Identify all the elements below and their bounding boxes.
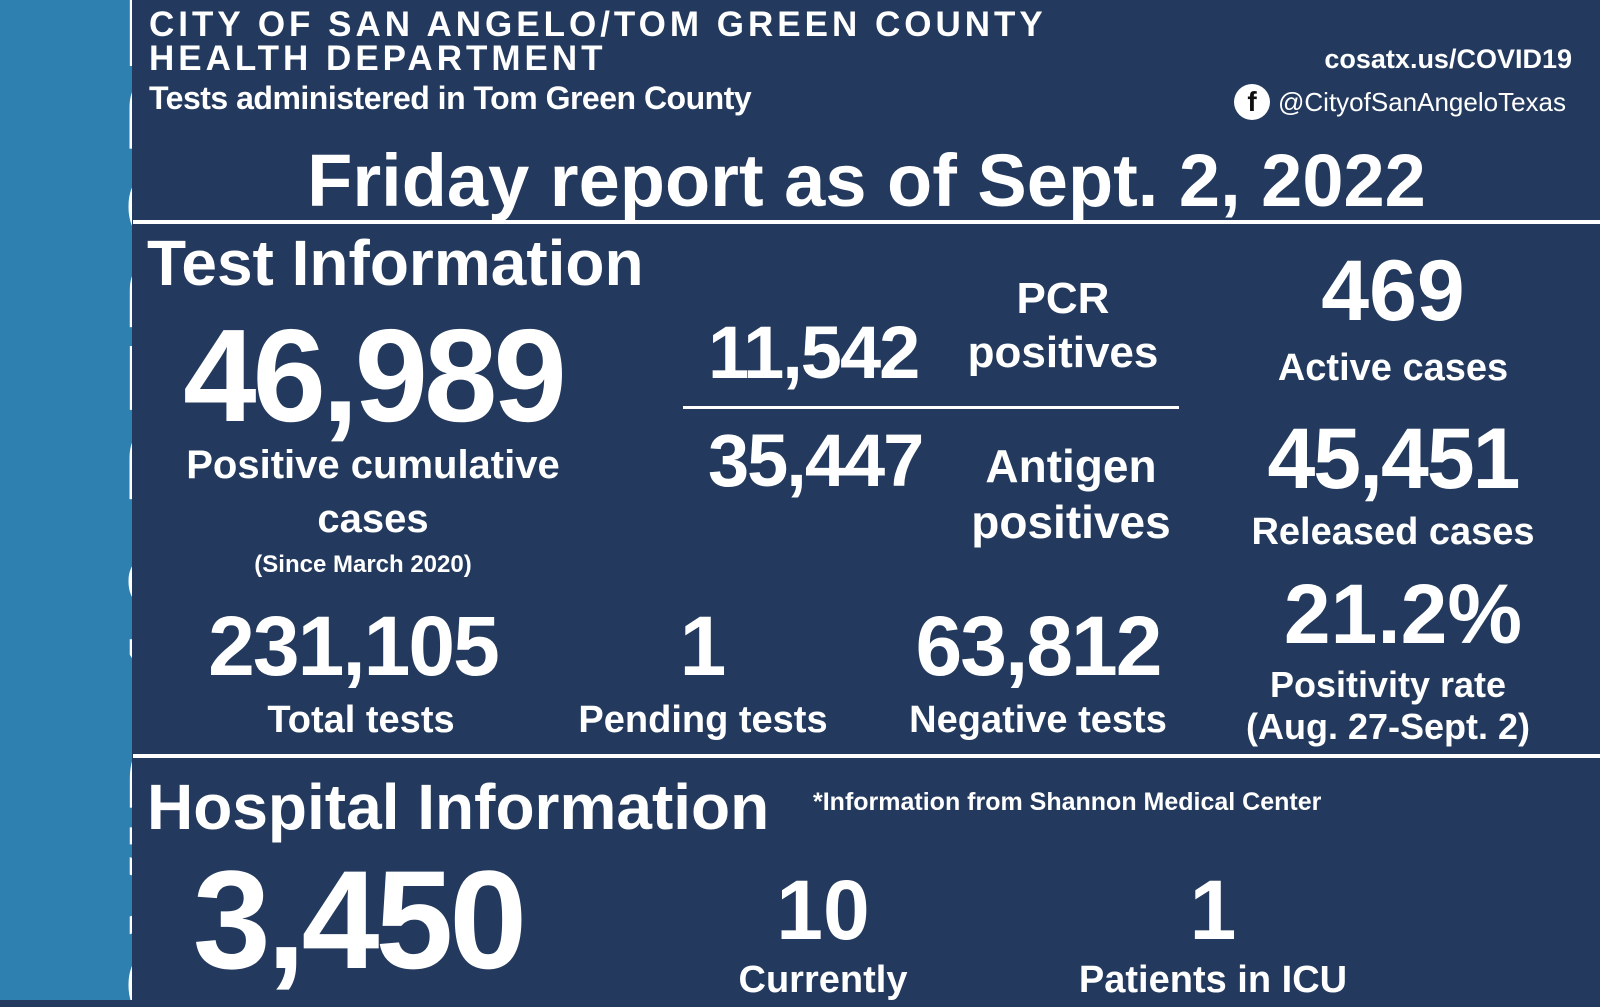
antigen-label-1: Antigen bbox=[985, 440, 1157, 492]
antigen-label-2: positives bbox=[971, 496, 1171, 548]
facebook-link[interactable]: f @CityofSanAngeloTexas bbox=[1234, 84, 1566, 120]
negative-label: Negative tests bbox=[909, 699, 1167, 741]
total-tests-value: 231,105 bbox=[208, 599, 500, 693]
hospital-source-note: *Information from Shannon Medical Center bbox=[813, 788, 1322, 816]
org-line-2: HEALTH DEPARTMENT bbox=[149, 39, 607, 78]
hospital-total-value: 3,450 bbox=[192, 841, 527, 998]
pcr-antigen-divider bbox=[683, 406, 1179, 409]
pcr-value: 11,542 bbox=[708, 311, 920, 394]
pcr-label: PCR positives bbox=[958, 272, 1168, 380]
negative-value: 63,812 bbox=[915, 599, 1163, 693]
released-value: 45,451 bbox=[1267, 411, 1520, 507]
positivity-label-1: Positivity rate bbox=[1269, 664, 1507, 705]
sidebar-banner: COVID-19 REPORT bbox=[0, 0, 132, 1000]
banner-text: COVID-19 REPORT bbox=[105, 0, 132, 1000]
positivity-label: Positivity rate (Aug. 27-Sept. 2) bbox=[1223, 664, 1553, 748]
cumulative-value: 46,989 bbox=[183, 302, 567, 449]
pending-label: Pending tests bbox=[578, 699, 828, 741]
test-info-heading: Test Information bbox=[147, 227, 644, 299]
facebook-handle: @CityofSanAngeloTexas bbox=[1278, 86, 1566, 117]
org-name: CITY OF SAN ANGELO/TOM GREEN COUNTY HEAL… bbox=[149, 5, 1047, 78]
cumulative-note: (Since March 2020) bbox=[254, 551, 472, 578]
website-link[interactable]: cosatx.us/COVID19 bbox=[1324, 44, 1572, 74]
report-title: Friday report as of Sept. 2, 2022 bbox=[307, 139, 1426, 222]
antigen-value: 35,447 bbox=[708, 419, 924, 502]
active-label: Active cases bbox=[1277, 347, 1509, 389]
report-panel: CITY OF SAN ANGELO/TOM GREEN COUNTY HEAL… bbox=[133, 0, 1600, 1001]
hospital-info-heading: Hospital Information bbox=[147, 771, 770, 843]
icu-value: 1 bbox=[1189, 863, 1237, 957]
total-tests-label: Total tests bbox=[267, 699, 455, 741]
divider bbox=[133, 754, 1600, 758]
divider bbox=[133, 220, 1600, 224]
antigen-label: Antigen positives bbox=[961, 438, 1181, 550]
pending-value: 1 bbox=[679, 599, 727, 693]
active-value: 469 bbox=[1321, 243, 1465, 339]
pcr-label-1: PCR bbox=[1016, 274, 1110, 323]
released-label: Released cases bbox=[1251, 511, 1535, 553]
facebook-icon: f bbox=[1234, 84, 1270, 120]
positivity-value: 21.2% bbox=[1283, 567, 1523, 661]
icu-label: Patients in ICU bbox=[1078, 959, 1348, 1001]
pcr-label-2: positives bbox=[967, 328, 1159, 377]
org-line-1: CITY OF SAN ANGELO/TOM GREEN COUNTY bbox=[149, 5, 1047, 44]
cumulative-label: Positive cumulative cases bbox=[186, 443, 560, 541]
subtitle: Tests administered in Tom Green County bbox=[149, 80, 752, 116]
positivity-label-2: (Aug. 27-Sept. 2) bbox=[1245, 706, 1531, 747]
current-patients-label: Currently bbox=[738, 959, 908, 1001]
current-patients-value: 10 bbox=[776, 863, 870, 957]
